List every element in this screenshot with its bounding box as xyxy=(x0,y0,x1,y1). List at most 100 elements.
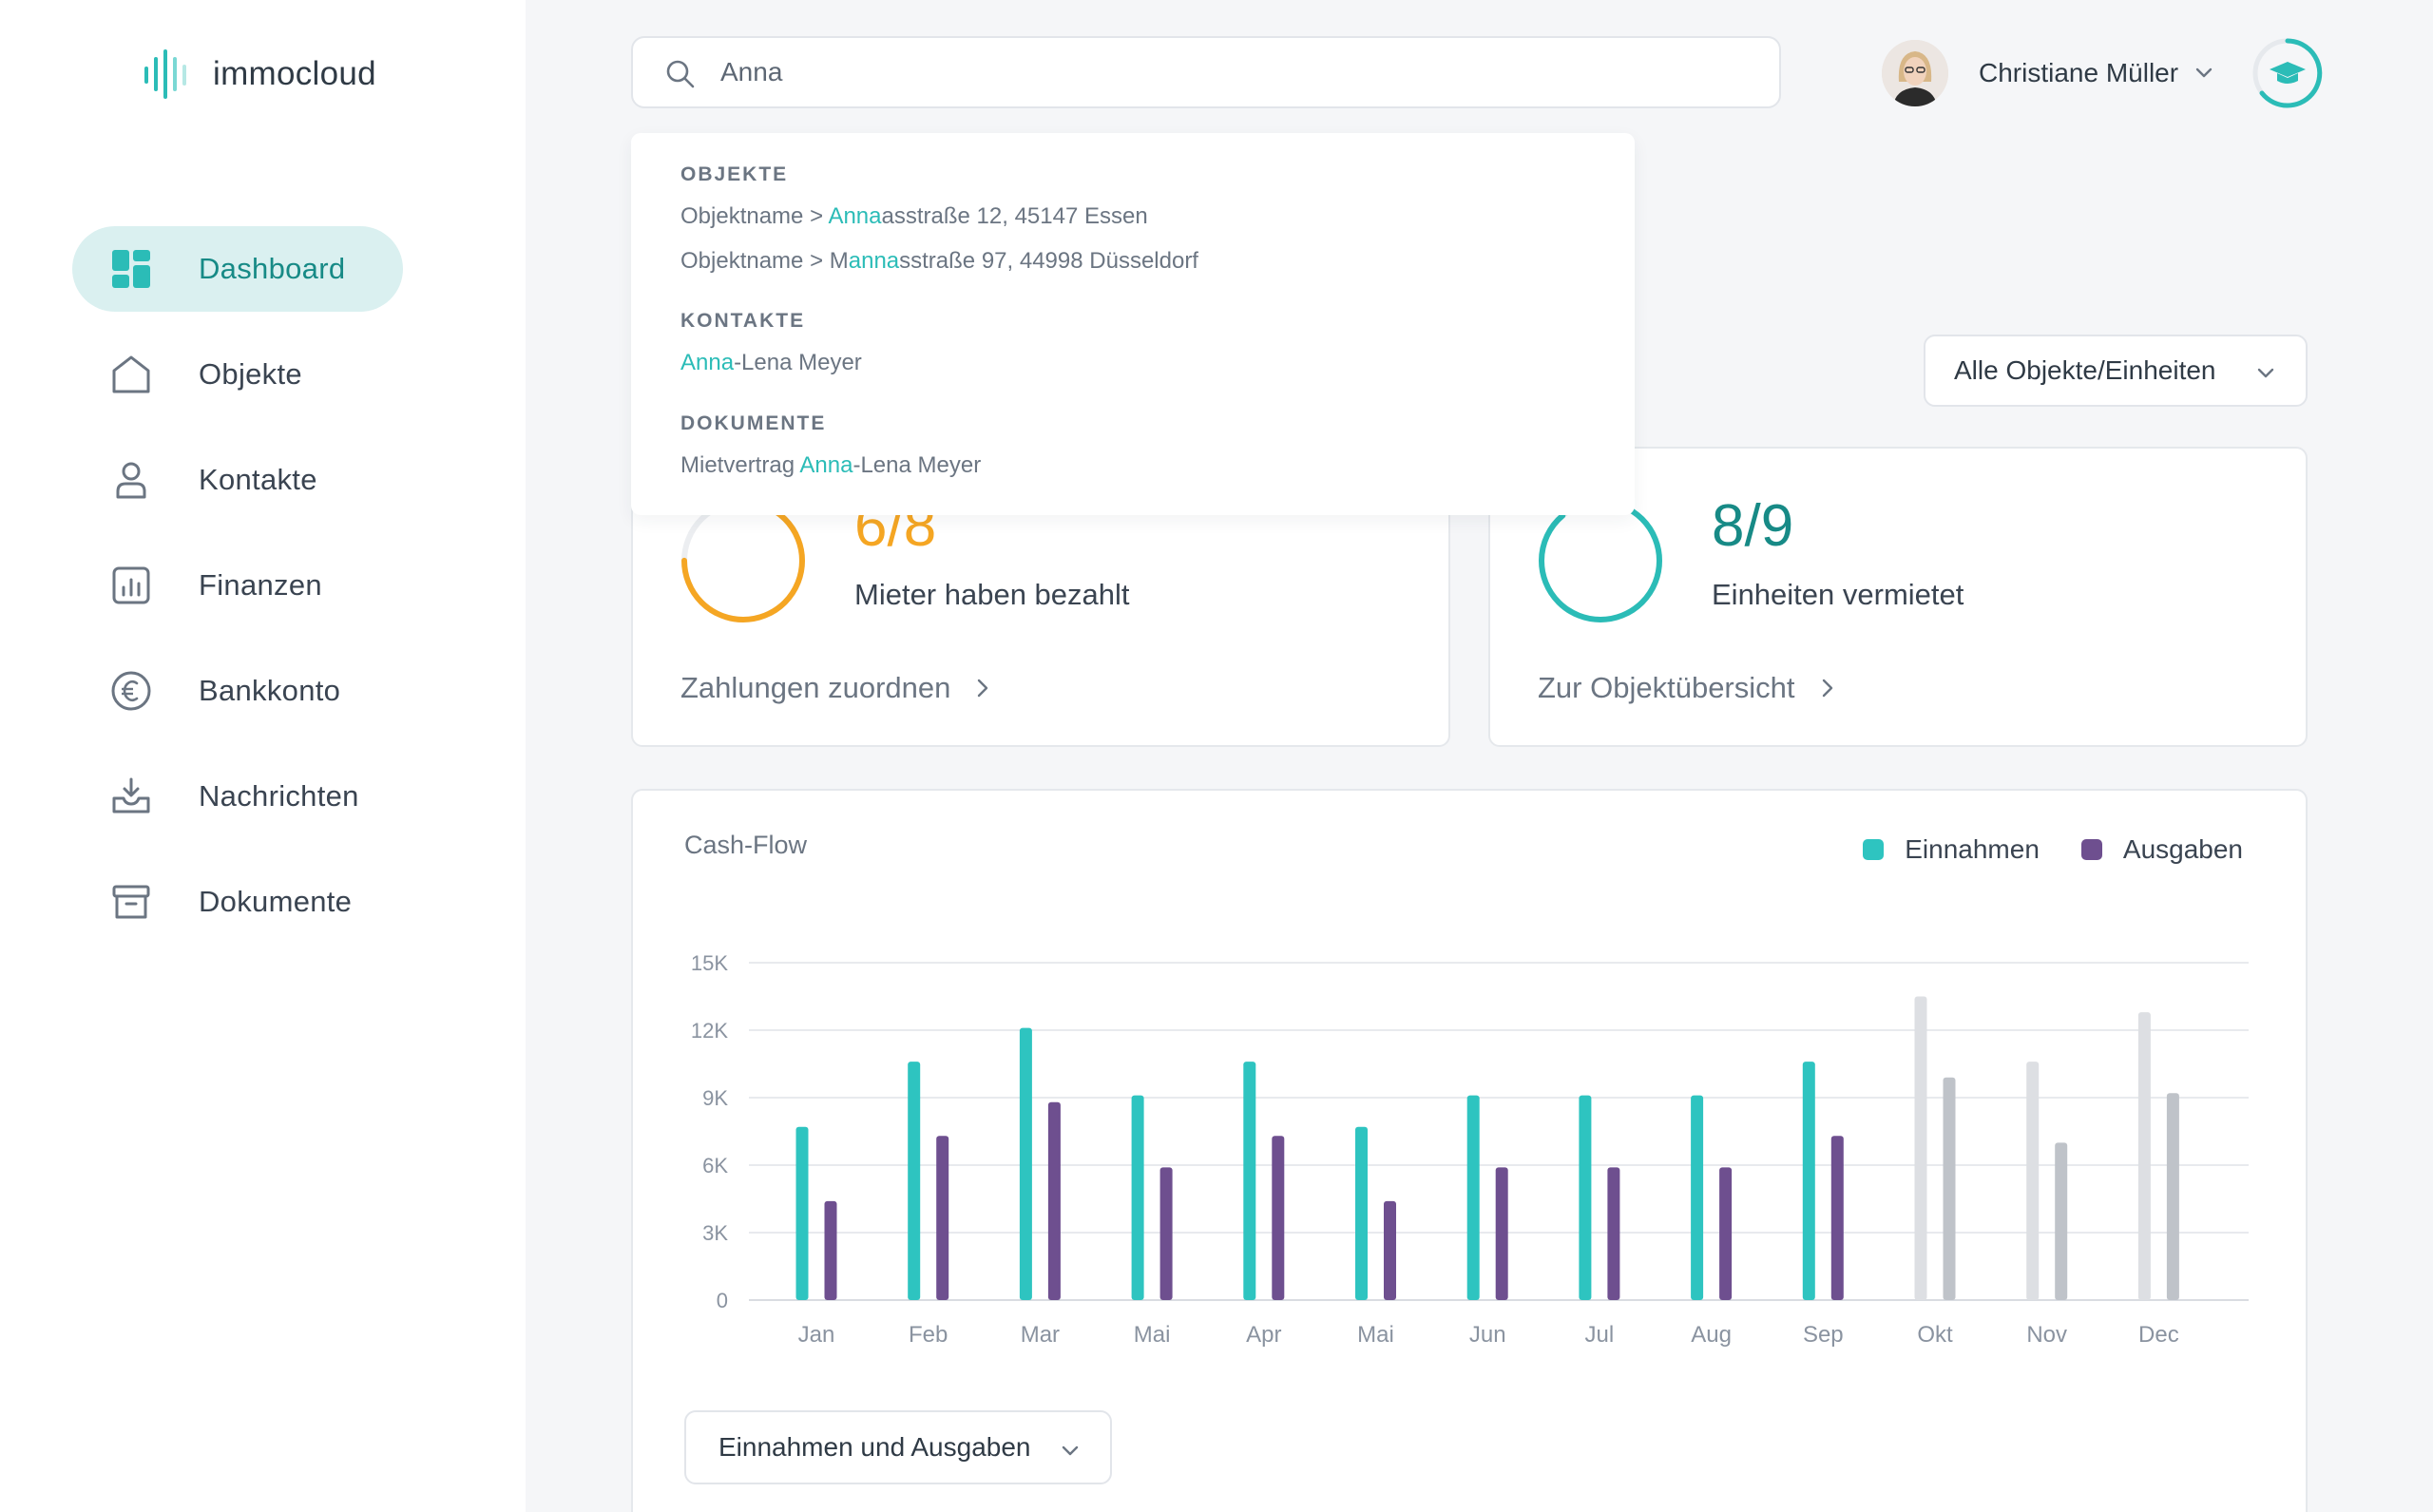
x-tick-label: Dec xyxy=(2138,1322,2179,1348)
inbox-icon xyxy=(110,775,152,817)
assign-payments-label: Zahlungen zuordnen xyxy=(680,671,951,704)
chevron-right-icon xyxy=(1822,679,1832,698)
legend-swatch xyxy=(2080,839,2102,860)
x-tick-label: Sep xyxy=(1803,1322,1844,1348)
assign-payments-link[interactable]: Zahlungen zuordnen xyxy=(680,671,994,705)
search-input[interactable] xyxy=(720,38,1766,106)
sidebar-item-label: Kontakte xyxy=(199,463,317,496)
bar-ausgaben xyxy=(1830,1136,1844,1300)
chevron-down-icon xyxy=(2195,67,2213,78)
results-section-dokumente: DOKUMENTE xyxy=(680,412,827,434)
bar-einnahmen xyxy=(2026,1062,2040,1300)
avatar xyxy=(1882,40,1948,106)
chevron-right-icon xyxy=(978,679,988,698)
bar-einnahmen xyxy=(1243,1062,1256,1300)
chart-legend: Einnahmen Ausgaben xyxy=(1821,834,2243,865)
bar-chart-icon xyxy=(110,565,152,606)
sidebar-item-finanzen[interactable]: Finanzen xyxy=(72,543,403,628)
sidebar-item-nachrichten[interactable]: Nachrichten xyxy=(72,754,403,839)
sidebar-item-bankkonto[interactable]: Bankkonto xyxy=(72,648,403,734)
x-tick-label: Aug xyxy=(1691,1322,1732,1348)
result-text: sstraße 97, 44998 Düsseldorf xyxy=(899,248,1198,274)
search-icon xyxy=(666,60,695,88)
search-result-objekt[interactable]: Objektname > Annaasstraße 12, 45147 Esse… xyxy=(680,203,1148,230)
cashflow-card: 0 3K 6K 9K 12K 15K Jan Feb Mar Mai Apr Mai Jun Jul Aug… xyxy=(631,789,2308,1512)
chevron-down-icon xyxy=(1062,1445,1079,1456)
legend-item-ausgaben[interactable]: Ausgaben xyxy=(2080,834,2243,865)
result-highlight: Anna xyxy=(828,203,882,229)
object-filter-label: Alle Objekte/Einheiten xyxy=(1954,355,2216,385)
graduation-cap-icon[interactable] xyxy=(2252,38,2323,108)
bar-ausgaben xyxy=(1159,1167,1173,1300)
results-section-kontakte: KONTAKTE xyxy=(680,310,806,332)
legend-item-einnahmen[interactable]: Einnahmen xyxy=(1863,834,2040,865)
bar-ausgaben xyxy=(2166,1093,2179,1300)
bar-einnahmen xyxy=(1466,1095,1480,1300)
search-box[interactable] xyxy=(631,36,1781,108)
bar-ausgaben xyxy=(1719,1167,1733,1300)
sidebar-item-label: Nachrichten xyxy=(199,779,359,813)
bar-einnahmen xyxy=(1802,1062,1815,1300)
result-highlight: Anna xyxy=(680,350,735,375)
sidebar-item-label: Finanzen xyxy=(199,568,322,602)
payments-label: Mieter haben bezahlt xyxy=(854,578,1130,611)
bar-ausgaben xyxy=(1384,1200,1396,1300)
result-text: -Lena Meyer xyxy=(734,350,862,375)
bar-einnahmen xyxy=(1019,1027,1032,1300)
result-text: Mietvertrag xyxy=(680,452,800,478)
bar-ausgaben xyxy=(2055,1142,2068,1300)
bar-ausgaben xyxy=(1272,1136,1285,1300)
x-tick-label: Mai xyxy=(1134,1322,1171,1348)
euro-icon xyxy=(110,670,152,712)
search-result-kontakt[interactable]: Anna-Lena Meyer xyxy=(680,350,862,376)
sidebar-item-objekte[interactable]: Objekte xyxy=(72,332,403,417)
search-results-dropdown: OBJEKTE Objektname > Annaasstraße 12, 45… xyxy=(631,133,1635,515)
bar-ausgaben xyxy=(1495,1167,1508,1300)
sidebar-item-kontakte[interactable]: Kontakte xyxy=(72,437,403,523)
payments-progress-ring xyxy=(681,499,805,622)
sidebar-item-dashboard[interactable]: Dashboard xyxy=(72,226,403,312)
bar-ausgaben xyxy=(936,1136,949,1300)
y-tick-label: 15K xyxy=(691,951,728,975)
y-tick-label: 12K xyxy=(691,1019,728,1043)
main-nav: Dashboard Objekte Kontakte Finanzen Bank… xyxy=(72,226,403,965)
sidebar: immocloud Dashboard Objekte Kontakte Fin… xyxy=(0,0,526,1512)
sidebar-item-label: Objekte xyxy=(199,357,302,391)
sidebar-item-label: Bankkonto xyxy=(199,674,341,707)
legend-label: Ausgaben xyxy=(2122,834,2243,864)
bar-ausgaben xyxy=(1943,1077,1956,1300)
bar-einnahmen xyxy=(908,1062,921,1300)
logo[interactable]: immocloud xyxy=(143,46,376,103)
result-highlight: anna xyxy=(848,248,900,274)
object-overview-link[interactable]: Zur Objektübersicht xyxy=(1538,671,1839,705)
app-name: immocloud xyxy=(213,55,376,92)
object-filter-select[interactable]: Alle Objekte/Einheiten xyxy=(1924,335,2308,407)
legend-swatch xyxy=(1863,839,1885,860)
bar-ausgaben xyxy=(824,1200,837,1300)
sidebar-item-dokumente[interactable]: Dokumente xyxy=(72,859,403,945)
bar-ausgaben xyxy=(1047,1101,1061,1300)
result-text: Objektname > M xyxy=(680,248,849,274)
search-result-dokument[interactable]: Mietvertrag Anna-Lena Meyer xyxy=(680,452,981,479)
user-menu[interactable]: Christiane Müller xyxy=(1882,38,2216,108)
result-text: asstraße 12, 45147 Essen xyxy=(881,203,1148,229)
person-icon xyxy=(110,459,152,501)
x-tick-label: Nov xyxy=(2026,1322,2067,1348)
result-text: -Lena Meyer xyxy=(853,452,982,478)
bar-einnahmen xyxy=(1131,1095,1144,1300)
chart-type-select[interactable]: Einnahmen und Ausgaben xyxy=(684,1410,1112,1484)
units-label: Einheiten vermietet xyxy=(1712,578,1964,611)
chart-type-label: Einnahmen und Ausgaben xyxy=(718,1432,1031,1462)
bar-einnahmen xyxy=(2137,1012,2151,1300)
units-count: 8/9 xyxy=(1712,493,1794,559)
cashflow-chart: 0 3K 6K 9K 12K 15K Jan Feb Mar Mai Apr Mai Jun Jul Aug… xyxy=(691,951,2249,1348)
user-name: Christiane Müller xyxy=(1979,58,2179,87)
result-highlight: Anna xyxy=(799,452,853,478)
bar-einnahmen xyxy=(1579,1095,1592,1300)
x-tick-label: Jul xyxy=(1585,1322,1615,1348)
x-tick-label: Mai xyxy=(1357,1322,1394,1348)
bar-einnahmen xyxy=(1691,1095,1704,1300)
bar-einnahmen xyxy=(1355,1126,1368,1300)
search-result-objekt[interactable]: Objektname > Mannasstraße 97, 44998 Düss… xyxy=(680,248,1198,275)
y-tick-label: 9K xyxy=(702,1086,728,1110)
